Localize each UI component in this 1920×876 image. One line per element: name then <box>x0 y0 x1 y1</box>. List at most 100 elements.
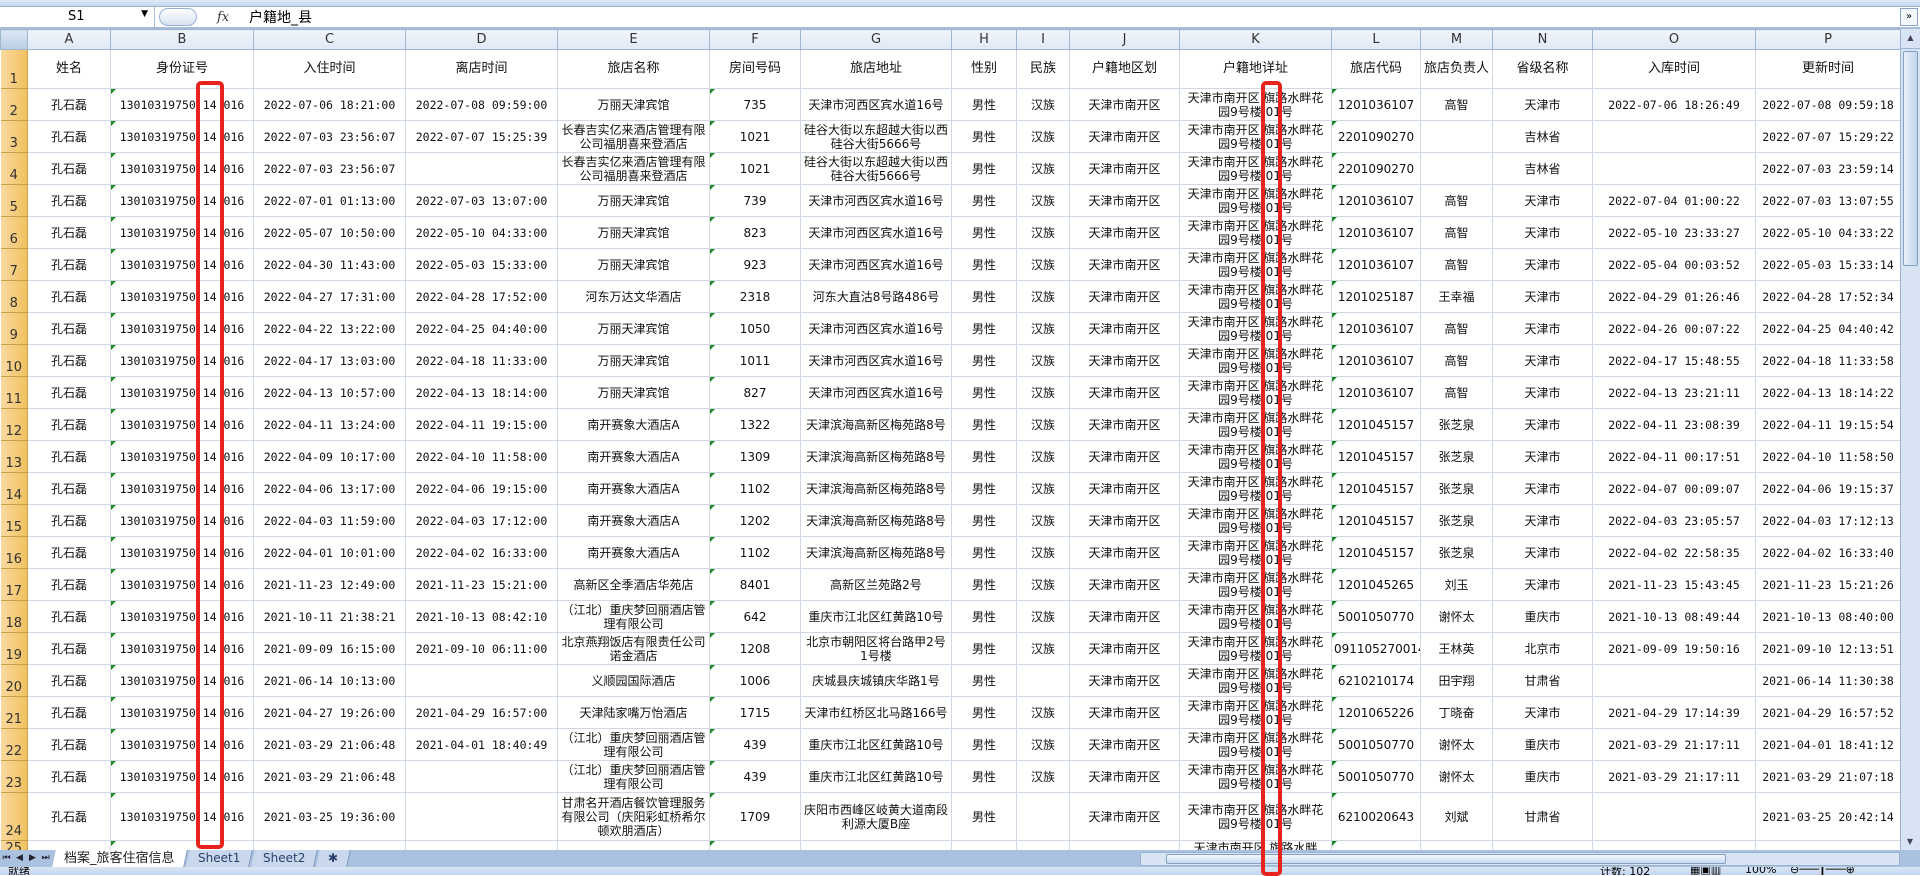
cell-hotel-address[interactable]: 天津滨海高新区梅苑路8号 <box>800 472 952 505</box>
cell-province[interactable]: 天津市 <box>1492 440 1593 473</box>
cell-household-address[interactable]: 天津市南开区 旗路水畔花园9号楼 01号 <box>1179 120 1332 153</box>
cell-hotel-address[interactable]: 天津市河西区宾水道16号 <box>800 184 952 217</box>
cell-household-region[interactable]: 天津市南开区 <box>1069 504 1180 537</box>
cell-checkin-time[interactable]: 2021-11-23 12:49:00 <box>253 568 406 601</box>
row-header-13[interactable]: 13 <box>0 440 28 473</box>
cell-update-time[interactable]: 2022-05-03 15:33:14 <box>1755 248 1900 281</box>
cell[interactable]: 姓名 <box>27 49 111 89</box>
cell-import-time[interactable] <box>1592 120 1756 153</box>
cell-hotel-address[interactable]: 庆城县庆城镇庆华路1号 <box>800 664 952 697</box>
cell-room-number[interactable]: 1021 <box>709 120 801 153</box>
cell-room-number[interactable]: 439 <box>709 728 801 761</box>
cell-checkout-time[interactable]: 2022-04-10 11:58:00 <box>405 440 558 473</box>
cell-household-region[interactable]: 天津市南开区 <box>1069 216 1180 249</box>
cell-hotel-manager[interactable]: 张芝泉 <box>1420 440 1493 473</box>
cell-ethnicity[interactable]: 汉族 <box>1016 408 1070 441</box>
cell-gender[interactable]: 男性 <box>951 632 1017 665</box>
cell-name[interactable]: 孔石磊 <box>27 88 111 121</box>
cell-hotel-address[interactable]: 重庆市江北区红黄路10号 <box>800 728 952 761</box>
cell-household-address[interactable]: 天津市南开区 旗路水畔花园9号楼 01号 <box>1179 408 1332 441</box>
cell-checkin-time[interactable]: 2021-09-09 16:15:00 <box>253 632 406 665</box>
cell-checkout-time[interactable]: 2021-11-23 15:21:00 <box>405 568 558 601</box>
cell-hotel-code[interactable]: 1201045157 <box>1331 440 1421 473</box>
cell-update-time[interactable]: 2021-04-01 18:41:12 <box>1755 728 1900 761</box>
cell-gender[interactable]: 男性 <box>951 312 1017 345</box>
cell-household-region[interactable] <box>1069 840 1180 850</box>
cell-checkin-time[interactable] <box>253 840 406 850</box>
cell-province[interactable]: 天津市 <box>1492 536 1593 569</box>
cell-update-time[interactable]: 2022-04-02 16:33:40 <box>1755 536 1900 569</box>
cell[interactable]: 房间号码 <box>709 49 801 89</box>
cell-household-region[interactable]: 天津市南开区 <box>1069 792 1180 841</box>
cell-hotel-manager[interactable]: 高智 <box>1420 344 1493 377</box>
cell-room-number[interactable]: 827 <box>709 376 801 409</box>
cell-hotel-code[interactable]: 5001050770 <box>1331 600 1421 633</box>
cell-checkin-time[interactable]: 2022-04-30 11:43:00 <box>253 248 406 281</box>
cell-room-number[interactable]: 1021 <box>709 152 801 185</box>
cell-province[interactable]: 重庆市 <box>1492 760 1593 793</box>
cell-name[interactable]: 孔石磊 <box>27 600 111 633</box>
cell-ethnicity[interactable]: 汉族 <box>1016 504 1070 537</box>
cell-household-address[interactable]: 天津市南开区 旗路水畔花园9号楼 01号 <box>1179 88 1332 121</box>
row-header-3[interactable]: 3 <box>0 120 28 153</box>
cell-household-address[interactable]: 天津市南开区 旗路水畔 <box>1179 840 1332 850</box>
column-header-G[interactable]: G <box>800 29 952 50</box>
cell-province[interactable]: 天津市 <box>1492 408 1593 441</box>
insert-sheet-icon[interactable]: ✱ <box>316 850 352 867</box>
cell-hotel-name[interactable]: 义顺园国际酒店 <box>557 664 710 697</box>
cell[interactable]: 性别 <box>951 49 1017 89</box>
cell[interactable]: 旅店名称 <box>557 49 710 89</box>
cell-hotel-name[interactable]: 万丽天津宾馆 <box>557 376 710 409</box>
cell-checkout-time[interactable]: 2022-04-02 16:33:00 <box>405 536 558 569</box>
row-header-25[interactable]: 25 <box>0 840 28 850</box>
cell-checkin-time[interactable]: 2022-04-11 13:24:00 <box>253 408 406 441</box>
cell-import-time[interactable] <box>1592 664 1756 697</box>
cell-hotel-manager[interactable]: 王幸福 <box>1420 280 1493 313</box>
cell-id-number[interactable]: 13010319750 14 016 <box>110 376 254 409</box>
row-header-6[interactable]: 6 <box>0 216 28 249</box>
cell-checkout-time[interactable] <box>405 760 558 793</box>
cell-checkin-time[interactable]: 2021-03-29 21:06:48 <box>253 760 406 793</box>
cell[interactable]: 旅店代码 <box>1331 49 1421 89</box>
cell-import-time[interactable]: 2022-05-10 23:33:27 <box>1592 216 1756 249</box>
cell-checkout-time[interactable]: 2022-05-10 04:33:00 <box>405 216 558 249</box>
cell-room-number[interactable]: 1006 <box>709 664 801 697</box>
cell-id-number[interactable]: 13010319750 14 016 <box>110 504 254 537</box>
cell-checkout-time[interactable] <box>405 840 558 850</box>
cell-hotel-address[interactable]: 天津市河西区宾水道16号 <box>800 376 952 409</box>
cell-name[interactable]: 孔石磊 <box>27 216 111 249</box>
cell-room-number[interactable]: 1011 <box>709 344 801 377</box>
cell-hotel-code[interactable]: 1201045265 <box>1331 568 1421 601</box>
cell-name[interactable]: 孔石磊 <box>27 664 111 697</box>
cell-name[interactable]: 孔石磊 <box>27 120 111 153</box>
cell-import-time[interactable]: 2022-07-06 18:26:49 <box>1592 88 1756 121</box>
cell-update-time[interactable]: 2022-04-03 17:12:13 <box>1755 504 1900 537</box>
cell-import-time[interactable]: 2022-04-02 22:58:35 <box>1592 536 1756 569</box>
cell-province[interactable]: 吉林省 <box>1492 152 1593 185</box>
row-header-23[interactable]: 23 <box>0 760 28 793</box>
cell-household-region[interactable]: 天津市南开区 <box>1069 472 1180 505</box>
cell-household-address[interactable]: 天津市南开区 旗路水畔花园9号楼 01号 <box>1179 440 1332 473</box>
cell-ethnicity[interactable]: 汉族 <box>1016 472 1070 505</box>
cell-import-time[interactable]: 2022-04-17 15:48:55 <box>1592 344 1756 377</box>
column-header-H[interactable]: H <box>951 29 1017 50</box>
cell-name[interactable]: 孔石磊 <box>27 152 111 185</box>
cell-checkout-time[interactable]: 2022-07-03 13:07:00 <box>405 184 558 217</box>
column-header-A[interactable]: A <box>27 29 111 50</box>
cell-household-address[interactable]: 天津市南开区 旗路水畔花园9号楼 01号 <box>1179 696 1332 729</box>
cell-hotel-manager[interactable]: 张芝泉 <box>1420 504 1493 537</box>
cell-household-region[interactable]: 天津市南开区 <box>1069 408 1180 441</box>
cell-household-region[interactable]: 天津市南开区 <box>1069 376 1180 409</box>
cell-update-time[interactable] <box>1755 840 1900 850</box>
cell-ethnicity[interactable]: 汉族 <box>1016 536 1070 569</box>
cell-hotel-code[interactable]: 1201036107 <box>1331 184 1421 217</box>
cell-name[interactable] <box>27 840 111 850</box>
cell-hotel-address[interactable]: 天津滨海高新区梅苑路8号 <box>800 536 952 569</box>
cell-household-region[interactable]: 天津市南开区 <box>1069 152 1180 185</box>
cell-household-region[interactable]: 天津市南开区 <box>1069 632 1180 665</box>
cell-ethnicity[interactable]: 汉族 <box>1016 760 1070 793</box>
cell-room-number[interactable]: 1309 <box>709 440 801 473</box>
cell-hotel-address[interactable]: 硅谷大街以东超越大街以西硅谷大街5666号 <box>800 152 952 185</box>
cell-gender[interactable]: 男性 <box>951 792 1017 841</box>
